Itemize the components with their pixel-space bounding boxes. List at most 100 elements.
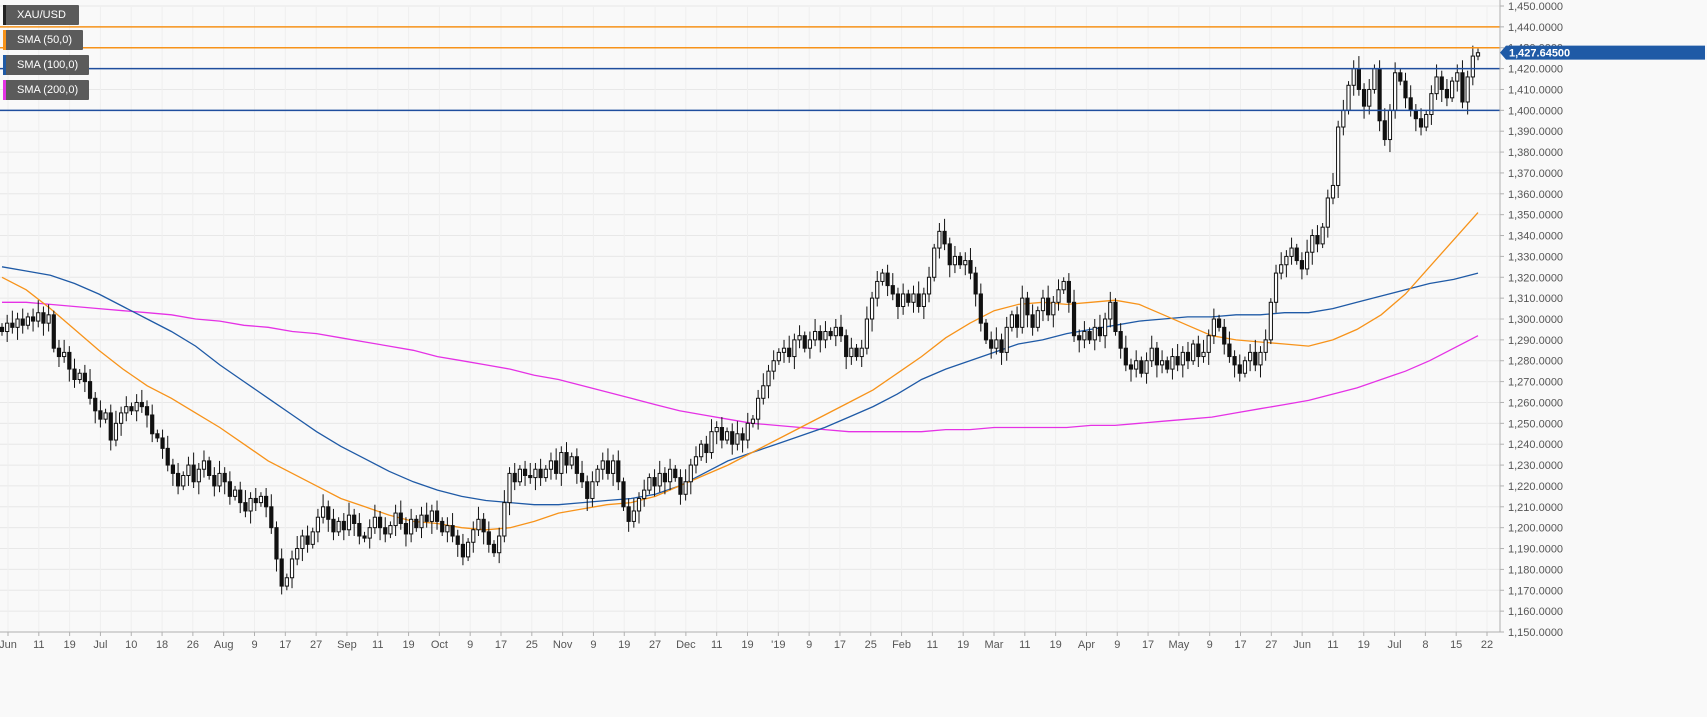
- candle-body: [963, 260, 968, 266]
- candle-body: [1051, 301, 1056, 316]
- candle-body: [1227, 343, 1232, 358]
- legend-swatch: [3, 5, 6, 25]
- legend-item[interactable]: SMA (200,0): [3, 80, 89, 100]
- candle-body: [854, 347, 859, 358]
- candle-body: [709, 431, 714, 454]
- candle-body: [973, 272, 978, 295]
- candle-body: [579, 472, 585, 483]
- candle-body: [543, 468, 548, 479]
- candle-body: [502, 502, 507, 537]
- legend-item[interactable]: SMA (100,0): [3, 55, 89, 75]
- candle-body: [1139, 360, 1144, 374]
- candle-body: [517, 468, 523, 483]
- candle-body: [890, 285, 895, 295]
- candle-body: [1424, 114, 1429, 128]
- legend-label: XAU/USD: [17, 9, 66, 21]
- legend-label: SMA (50,0): [17, 34, 73, 46]
- x-tick-label: 9: [251, 639, 257, 651]
- candle-body: [818, 331, 823, 341]
- y-tick-label: 1,170.0000: [1508, 585, 1563, 597]
- candle-body: [119, 412, 124, 424]
- candle-body: [1248, 351, 1253, 362]
- x-tick-label: 9: [590, 639, 596, 651]
- candle-body: [1035, 310, 1040, 328]
- x-tick-label: 19: [402, 639, 414, 651]
- candle-body: [1330, 184, 1336, 199]
- candle-body: [864, 318, 869, 349]
- x-tick-label: 9: [1207, 639, 1213, 651]
- candle-body: [398, 512, 403, 524]
- candle-body: [522, 468, 528, 476]
- candle-body: [978, 293, 983, 324]
- candle-body: [667, 468, 673, 483]
- candle-body: [279, 558, 284, 587]
- candle-body: [859, 347, 864, 358]
- y-tick-label: 1,380.0000: [1508, 147, 1563, 159]
- candle-body: [1460, 72, 1465, 103]
- candle-body: [735, 433, 740, 445]
- legend-item[interactable]: XAU/USD: [3, 5, 79, 25]
- candle-body: [1237, 364, 1242, 374]
- candle-body: [507, 472, 512, 504]
- candle-body: [1455, 72, 1460, 82]
- candle-body: [1268, 301, 1273, 341]
- candle-body: [792, 339, 797, 358]
- candle-body: [403, 522, 409, 535]
- candle-body: [429, 510, 434, 522]
- candle-body: [616, 460, 621, 483]
- candle-body: [310, 531, 315, 545]
- candle-body: [1263, 339, 1268, 353]
- candle-body: [1170, 356, 1175, 370]
- candle-body: [1113, 301, 1118, 333]
- x-tick-label: 9: [1114, 639, 1120, 651]
- x-tick-label: 19: [741, 639, 753, 651]
- candle-body: [1185, 351, 1191, 362]
- candle-body: [486, 531, 491, 545]
- candle-body: [264, 495, 269, 508]
- candle-body: [15, 318, 20, 328]
- candle-body: [1087, 331, 1092, 341]
- x-tick-label: 17: [1234, 639, 1246, 651]
- candle-body: [295, 548, 300, 560]
- candle-body: [673, 468, 678, 479]
- y-tick-label: 1,410.0000: [1508, 84, 1563, 96]
- legend-item[interactable]: SMA (50,0): [3, 30, 83, 50]
- candle-body: [657, 472, 662, 487]
- candle-body: [533, 468, 538, 479]
- candle-body: [849, 347, 854, 358]
- candle-body: [833, 326, 838, 337]
- candle-body: [932, 247, 937, 278]
- candle-body: [326, 506, 331, 520]
- y-tick-label: 1,230.0000: [1508, 460, 1563, 472]
- candle-body: [740, 433, 745, 441]
- candle-body: [621, 481, 626, 508]
- candle-body: [952, 255, 958, 266]
- candle-body: [512, 472, 517, 483]
- candle-body: [1020, 297, 1025, 328]
- candle-body: [383, 527, 388, 535]
- candle-body: [336, 520, 341, 533]
- candle-body: [911, 293, 916, 303]
- candle-body: [253, 497, 258, 504]
- candle-body: [134, 401, 139, 412]
- x-tick-label: Mar: [985, 639, 1004, 651]
- x-tick-label: '19: [771, 639, 785, 651]
- candle-body: [5, 322, 10, 333]
- candle-body: [704, 443, 709, 454]
- candle-body: [1253, 351, 1258, 366]
- candle-body: [186, 464, 191, 477]
- x-tick-label: 11: [372, 639, 383, 651]
- candle-body: [289, 558, 295, 579]
- candle-body: [93, 397, 98, 412]
- candle-body: [590, 481, 595, 499]
- candle-body: [1071, 301, 1077, 337]
- candle-body: [1046, 297, 1051, 316]
- candle-body: [776, 351, 781, 362]
- candle-body: [196, 468, 201, 483]
- candle-body: [828, 331, 833, 337]
- candle-body: [1201, 351, 1206, 358]
- candle-body: [1180, 351, 1185, 366]
- candle-body: [1356, 68, 1361, 90]
- candle-body: [1413, 109, 1418, 120]
